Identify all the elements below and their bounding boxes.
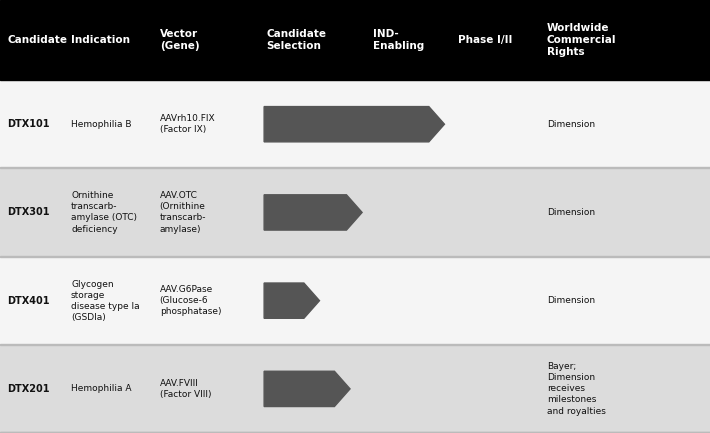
- Bar: [0, 345, 710, 433]
- Bar: [0, 0, 710, 80]
- Text: DTX201: DTX201: [7, 384, 50, 394]
- Text: Glycogen
storage
disease type Ia
(GSDIa): Glycogen storage disease type Ia (GSDIa): [71, 280, 140, 322]
- Text: Indication: Indication: [71, 35, 130, 45]
- Text: DTX101: DTX101: [7, 119, 50, 129]
- FancyArrow shape: [264, 107, 444, 142]
- Bar: [0, 256, 710, 345]
- Text: DTX401: DTX401: [7, 296, 50, 306]
- Text: DTX301: DTX301: [7, 207, 50, 217]
- Text: Dimension: Dimension: [547, 296, 595, 305]
- Text: Phase I/II: Phase I/II: [458, 35, 513, 45]
- Bar: [0, 432, 710, 433]
- Text: Dimension: Dimension: [547, 208, 595, 217]
- Bar: [0, 432, 710, 433]
- Text: Vector
(Gene): Vector (Gene): [160, 29, 200, 51]
- FancyArrow shape: [264, 283, 320, 318]
- Text: Dimension: Dimension: [547, 120, 595, 129]
- Bar: [0, 168, 710, 256]
- Text: AAV.G6Pase
(Glucose-6
phosphatase): AAV.G6Pase (Glucose-6 phosphatase): [160, 285, 222, 316]
- Text: Bayer;
Dimension
receives
milestones
and royalties: Bayer; Dimension receives milestones and…: [547, 362, 606, 416]
- Text: Candidate: Candidate: [7, 35, 67, 45]
- Text: Hemophilia B: Hemophilia B: [71, 120, 131, 129]
- Text: AAV.OTC
(Ornithine
transcarb-
amylase): AAV.OTC (Ornithine transcarb- amylase): [160, 191, 206, 233]
- Text: AAVrh10.FIX
(Factor IX): AAVrh10.FIX (Factor IX): [160, 114, 215, 134]
- Bar: [0, 255, 710, 256]
- Text: Ornithine
transcarb-
amylase (OTC)
deficiency: Ornithine transcarb- amylase (OTC) defic…: [71, 191, 137, 233]
- Text: Worldwide
Commercial
Rights: Worldwide Commercial Rights: [547, 23, 616, 58]
- Text: IND-
Enabling: IND- Enabling: [373, 29, 424, 51]
- FancyArrow shape: [264, 195, 362, 230]
- Text: Hemophilia A: Hemophilia A: [71, 385, 131, 394]
- Bar: [0, 344, 710, 345]
- Text: Candidate
Selection: Candidate Selection: [266, 29, 327, 51]
- Text: AAV.FVIII
(Factor VIII): AAV.FVIII (Factor VIII): [160, 379, 212, 399]
- Bar: [0, 80, 710, 168]
- FancyArrow shape: [264, 371, 350, 407]
